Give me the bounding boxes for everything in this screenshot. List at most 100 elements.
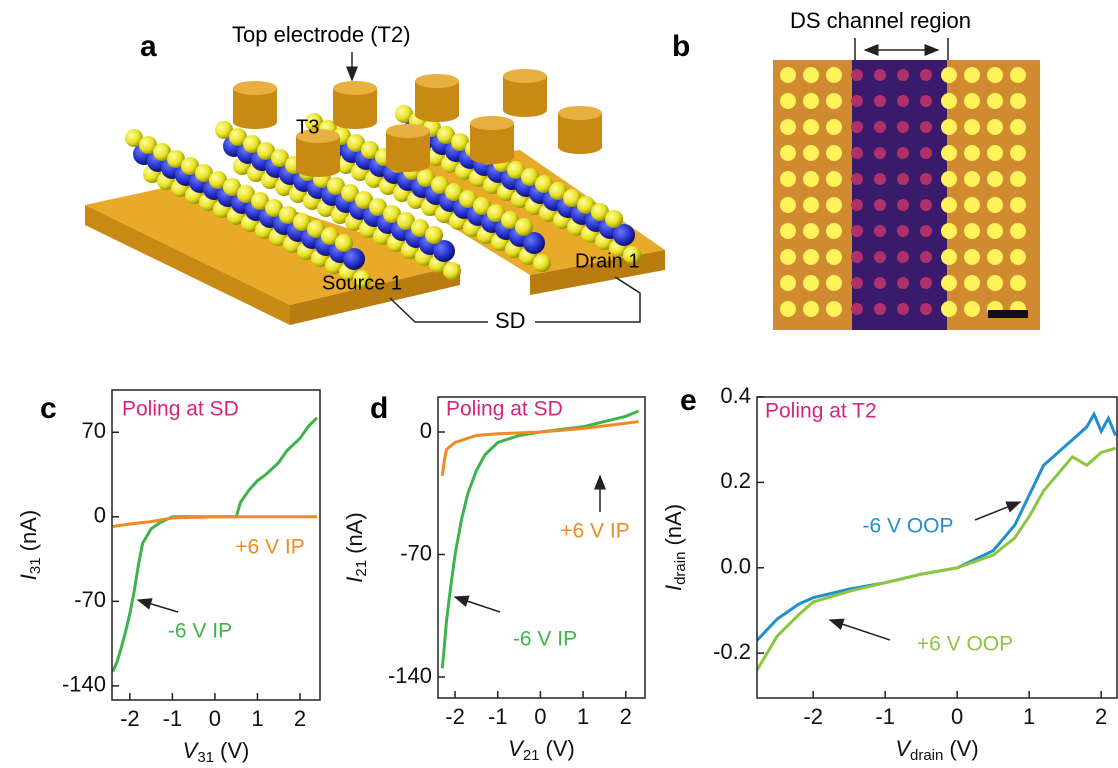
stm-dot	[851, 69, 863, 81]
stm-dot	[826, 119, 842, 135]
stm-dot	[826, 249, 842, 265]
stm-dot	[780, 171, 796, 187]
electrode-bottom	[470, 150, 514, 164]
stm-dot	[964, 249, 980, 265]
stm-dot	[803, 197, 819, 213]
stm-dot	[941, 171, 957, 187]
x-tick-label: 0	[534, 704, 546, 729]
electrode-bottom	[386, 158, 430, 172]
stm-dot	[897, 277, 909, 289]
electrode-bottom	[333, 115, 377, 129]
axis-unit: (nA)	[16, 510, 41, 552]
x-tick-label: 1	[577, 704, 589, 729]
stm-dot	[803, 145, 819, 161]
electrode-top	[503, 69, 547, 83]
x-axis-label: V31(V)	[183, 738, 250, 766]
x-axis-label: V21(V)	[508, 736, 575, 764]
stm-dot	[920, 95, 932, 107]
x-tick-label: 2	[620, 704, 632, 729]
stm-dot	[987, 93, 1003, 109]
annotation: Poling at T2	[765, 400, 877, 423]
axis-unit: (nA)	[661, 504, 686, 546]
atom	[515, 218, 533, 236]
label: Source 1	[322, 272, 402, 294]
axis-unit: (V)	[220, 738, 249, 763]
y-tick-label: -140	[62, 672, 106, 697]
stm-dot	[826, 197, 842, 213]
atom	[533, 254, 551, 272]
arrow	[975, 502, 1020, 520]
x-axis-label: Vdrain(V)	[895, 736, 978, 764]
atom	[425, 226, 443, 244]
annotation: Poling at SD	[446, 398, 563, 421]
y-axis-label: I31(nA)	[16, 510, 44, 580]
x-tick-label: -2	[120, 706, 140, 731]
stm-dot	[874, 95, 886, 107]
stm-dot	[1010, 171, 1026, 187]
stm-dot	[964, 93, 980, 109]
electrode-top	[386, 124, 430, 138]
stm-dot	[920, 173, 932, 185]
axis-subscript: 21	[523, 747, 540, 764]
stm-dot	[1010, 67, 1026, 83]
stm-dot	[987, 249, 1003, 265]
y-axis-label: Idrain(nA)	[661, 504, 689, 591]
axis-unit: (nA)	[342, 512, 367, 554]
panel-b: b DS channel region	[672, 8, 1040, 330]
stm-dot	[780, 119, 796, 135]
stm-dot	[780, 67, 796, 83]
charts: -6 V IP+6 V IP700-70-140-2-1012V31(V)I31…	[16, 383, 1117, 766]
label: DS channel region	[790, 8, 971, 33]
stm-dot	[780, 275, 796, 291]
stm-dot	[851, 225, 863, 237]
y-tick-label: 0	[420, 418, 432, 443]
stm-dot	[897, 69, 909, 81]
chart: -6 V IP+6 V IP700-70-140-2-1012V31(V)I31…	[16, 390, 320, 766]
stm-dot	[803, 93, 819, 109]
y-tick-label: -0.2	[713, 639, 751, 664]
stm-dot	[920, 251, 932, 263]
series-label: +6 V IP	[560, 520, 629, 543]
y-tick-label: 0.4	[720, 383, 751, 408]
series-label: +6 V IP	[235, 536, 304, 559]
stm-dot	[941, 67, 957, 83]
stm-dot	[897, 251, 909, 263]
series-label: -6 V IP	[168, 620, 232, 643]
y-tick-label: -140	[388, 663, 432, 688]
y-tick-label: 0.0	[720, 554, 751, 579]
stm-dot	[780, 223, 796, 239]
stm-dot	[920, 199, 932, 211]
label: Drain 1	[575, 250, 639, 272]
stm-dot	[780, 93, 796, 109]
stm-dot	[803, 275, 819, 291]
stm-dot	[987, 119, 1003, 135]
series-label: -6 V IP	[513, 628, 577, 651]
stm-dot	[897, 199, 909, 211]
panel-a: a Top electrode (T2) T3 Source 1 Drain 1…	[85, 22, 665, 333]
stm-dot	[803, 249, 819, 265]
stm-dot	[920, 225, 932, 237]
axis-subscript: drain	[672, 552, 689, 585]
y-tick-label: -70	[74, 587, 106, 612]
x-tick-label: 1	[251, 706, 263, 731]
axis-subscript: 21	[353, 560, 370, 577]
stm-dot	[874, 121, 886, 133]
series-label: +6 V OOP	[917, 633, 1013, 656]
stm-dot	[897, 173, 909, 185]
panel-letter: a	[140, 30, 157, 63]
stm-dot	[826, 171, 842, 187]
plot-frame	[438, 397, 645, 698]
electrode-top	[415, 74, 459, 88]
stm-dot	[964, 223, 980, 239]
stm-dot	[826, 301, 842, 317]
y-tick-label: 0	[94, 503, 106, 528]
electrode-bottom	[558, 140, 602, 154]
electrode-bottom	[233, 115, 277, 129]
stm-dot	[897, 147, 909, 159]
stm-dot	[803, 119, 819, 135]
stm-dot	[826, 223, 842, 239]
stm-dot	[964, 67, 980, 83]
y-axis-label: I21(nA)	[342, 512, 370, 582]
stm-dot	[964, 145, 980, 161]
electrode-bottom	[415, 108, 459, 122]
